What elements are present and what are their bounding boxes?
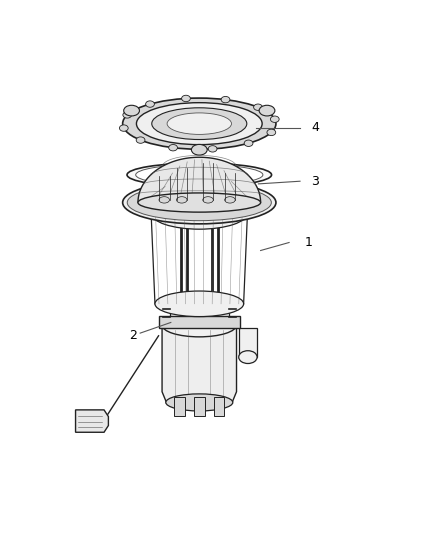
Ellipse shape	[166, 394, 233, 411]
Ellipse shape	[137, 103, 262, 144]
Ellipse shape	[151, 197, 247, 229]
Ellipse shape	[203, 197, 213, 203]
Polygon shape	[162, 325, 237, 402]
Ellipse shape	[208, 146, 217, 152]
Ellipse shape	[146, 101, 155, 107]
Ellipse shape	[182, 95, 191, 102]
Polygon shape	[170, 304, 229, 325]
Ellipse shape	[127, 163, 272, 187]
Polygon shape	[194, 397, 205, 416]
Polygon shape	[76, 410, 109, 432]
Ellipse shape	[136, 165, 263, 185]
Ellipse shape	[120, 125, 128, 131]
Text: 4: 4	[311, 122, 319, 134]
Text: 3: 3	[311, 175, 319, 188]
Ellipse shape	[270, 116, 279, 123]
Ellipse shape	[138, 193, 261, 212]
Text: 1: 1	[304, 236, 312, 249]
Ellipse shape	[136, 137, 145, 143]
Ellipse shape	[244, 140, 253, 147]
Ellipse shape	[267, 129, 276, 135]
Polygon shape	[174, 397, 185, 416]
Ellipse shape	[239, 351, 257, 364]
Ellipse shape	[162, 313, 237, 337]
Polygon shape	[239, 328, 257, 357]
Ellipse shape	[127, 184, 271, 221]
Ellipse shape	[177, 197, 187, 203]
Bar	[159, 316, 240, 328]
Ellipse shape	[225, 197, 235, 203]
Ellipse shape	[123, 181, 276, 224]
Ellipse shape	[123, 112, 132, 118]
Ellipse shape	[167, 113, 231, 134]
Ellipse shape	[155, 291, 244, 317]
Ellipse shape	[221, 96, 230, 103]
Polygon shape	[138, 157, 261, 203]
Ellipse shape	[169, 144, 177, 151]
Ellipse shape	[191, 144, 207, 155]
Polygon shape	[214, 397, 224, 416]
Text: 2: 2	[129, 329, 137, 342]
Ellipse shape	[259, 106, 275, 116]
Ellipse shape	[124, 106, 139, 116]
Ellipse shape	[254, 104, 262, 110]
Ellipse shape	[152, 108, 247, 140]
Ellipse shape	[123, 98, 276, 149]
Ellipse shape	[159, 197, 170, 203]
